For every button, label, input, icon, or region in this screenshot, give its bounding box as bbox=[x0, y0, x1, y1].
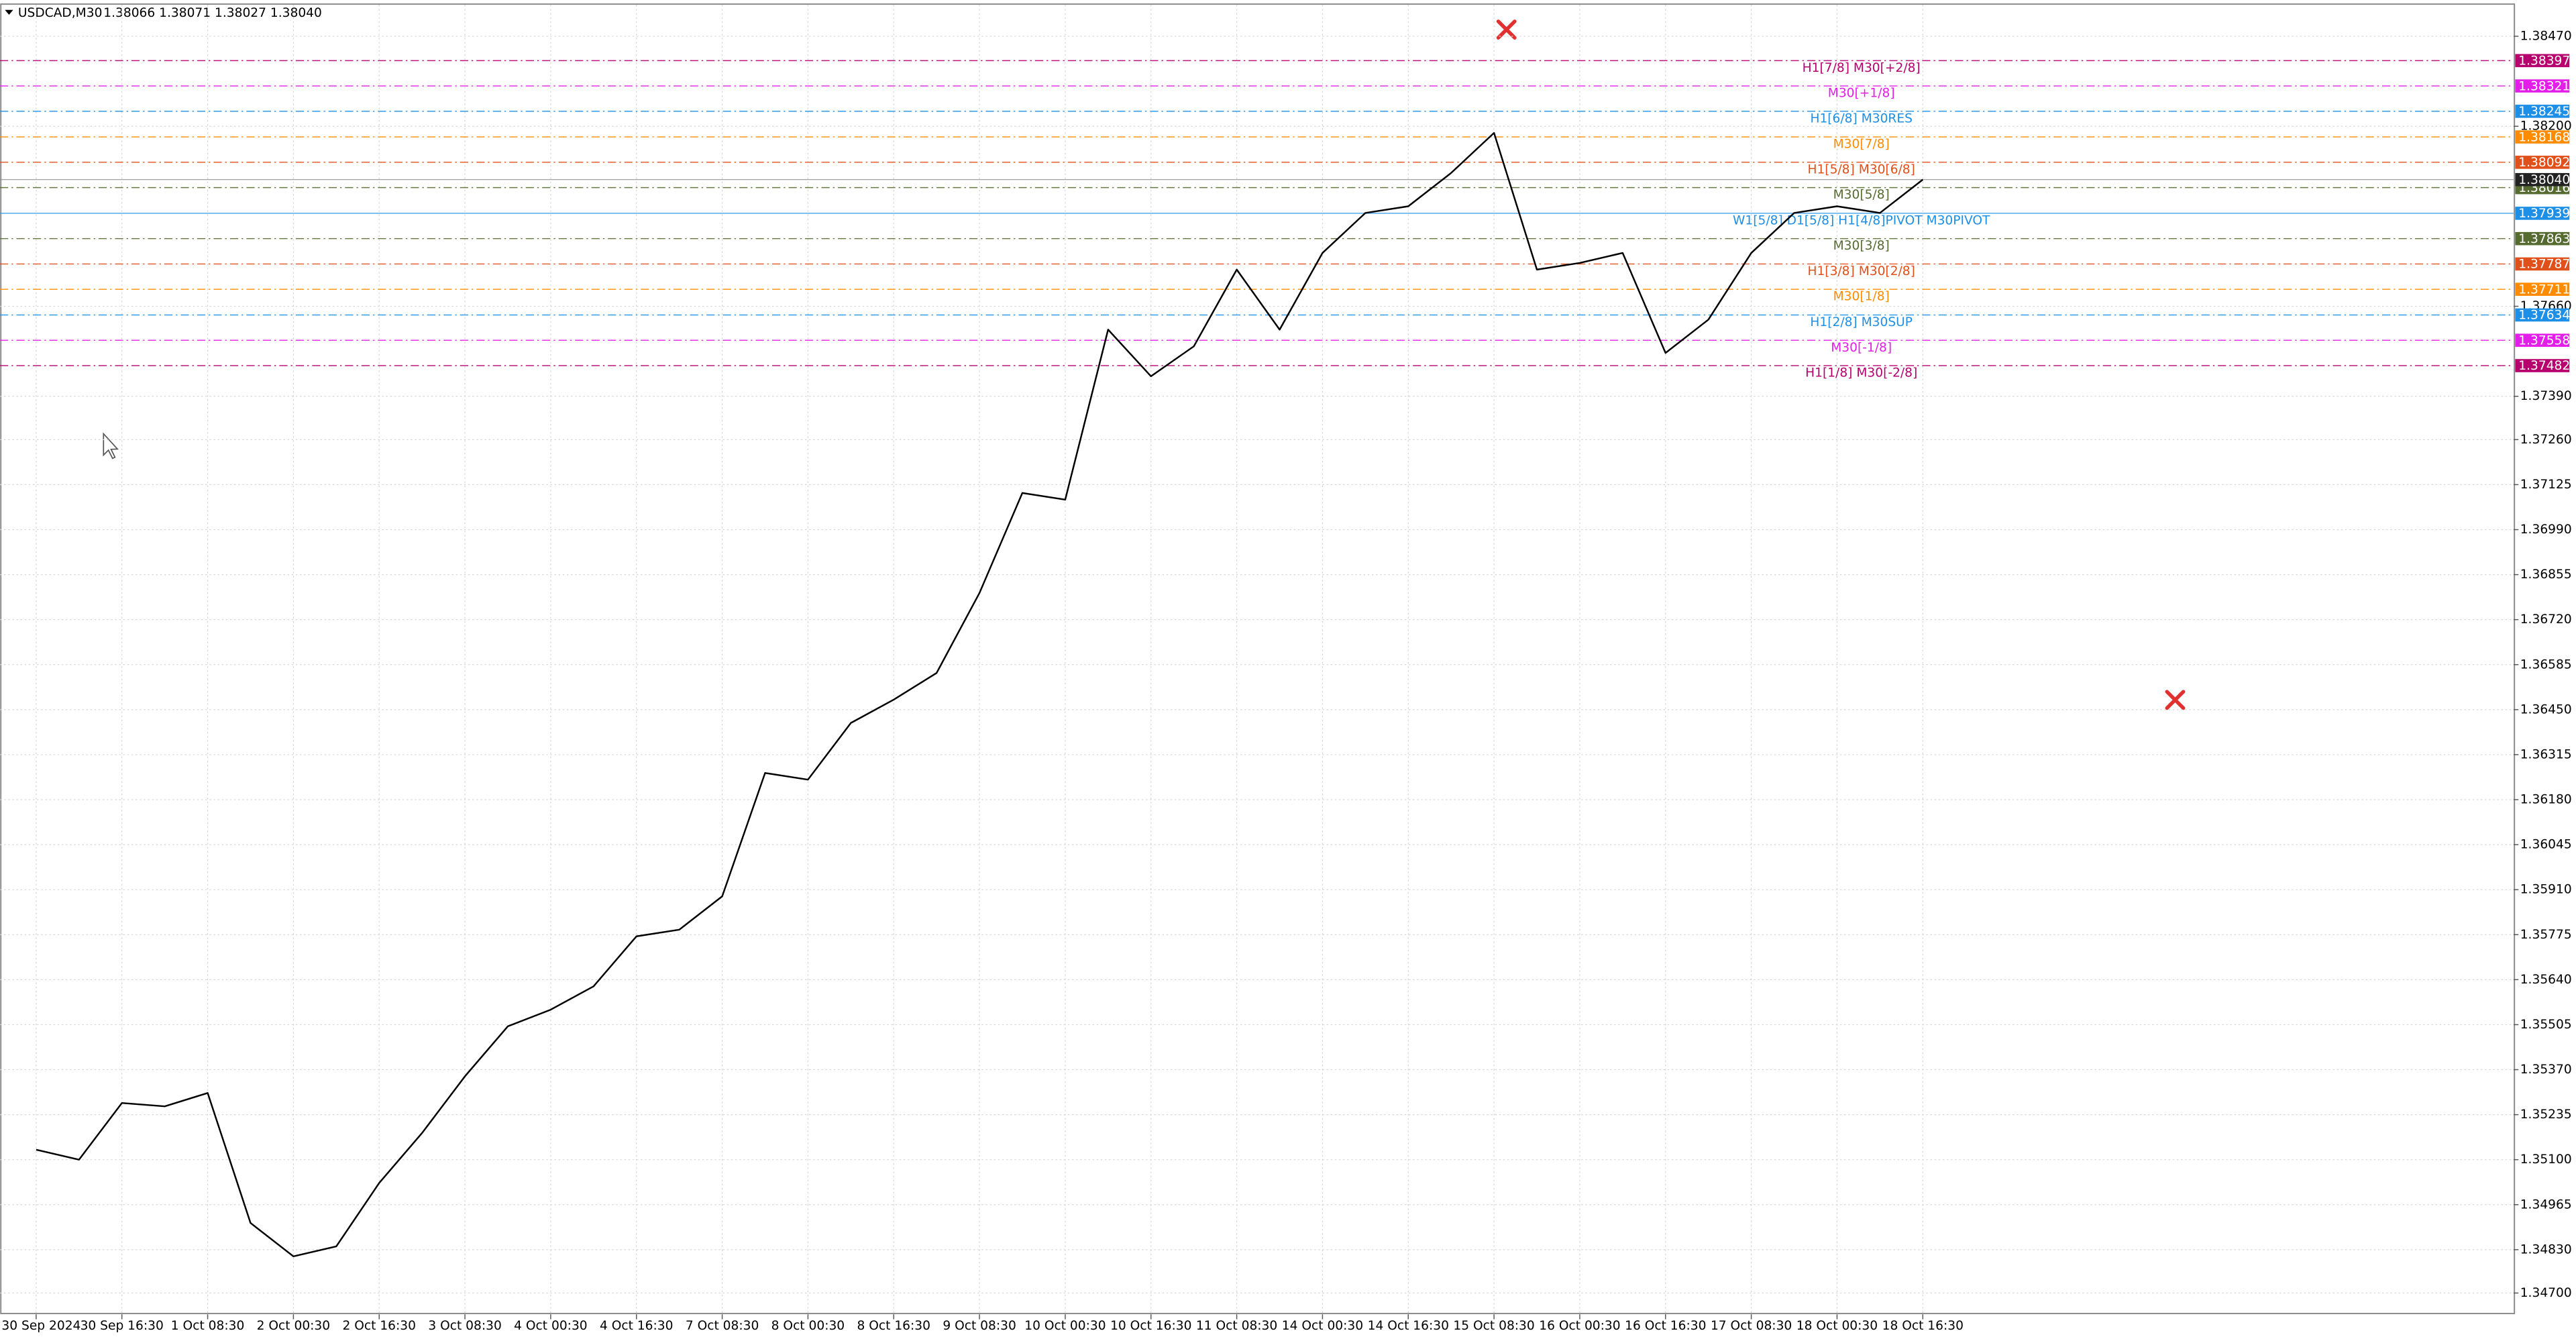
x-tick-label: 2 Oct 16:30 bbox=[342, 1319, 415, 1333]
y-tick-label: 1.35775 bbox=[2520, 928, 2572, 942]
x-tick-label: 16 Oct 00:30 bbox=[1539, 1319, 1620, 1333]
price-line bbox=[36, 131, 1924, 1258]
y-tick-label: 1.36585 bbox=[2520, 657, 2572, 672]
ohlc-text: 1.38066 1.38071 1.38027 1.38040 bbox=[103, 6, 322, 20]
level-label: H1[7/8] M30[+2/8] bbox=[1803, 61, 1921, 75]
y-tick-label: 1.36720 bbox=[2520, 612, 2572, 627]
y-tick-label: 1.36450 bbox=[2520, 702, 2572, 716]
x-tick-label: 4 Oct 00:30 bbox=[514, 1319, 587, 1333]
y-tick-label: 1.34965 bbox=[2520, 1197, 2572, 1212]
price-tag bbox=[2515, 207, 2570, 220]
y-tick-label: 1.37260 bbox=[2520, 433, 2572, 447]
y-tick-label: 1.35235 bbox=[2520, 1108, 2572, 1122]
price-tag-label: 1.38168 bbox=[2518, 130, 2570, 144]
price-tag-label: 1.38321 bbox=[2518, 79, 2570, 93]
x-tick-label: 8 Oct 16:30 bbox=[857, 1319, 930, 1333]
price-tag-label: 1.37711 bbox=[2518, 282, 2570, 297]
x-tick-label: 17 Oct 08:30 bbox=[1711, 1319, 1792, 1333]
level-label: M30[-1/8] bbox=[1831, 341, 1892, 355]
bid-tag-label: 1.38040 bbox=[2518, 173, 2570, 187]
level-label: H1[6/8] M30RES bbox=[1810, 111, 1912, 125]
level-label: H1[5/8] M30[6/8] bbox=[1807, 162, 1915, 176]
bid-tag bbox=[2515, 172, 2570, 186]
price-tag bbox=[2515, 282, 2570, 297]
close-marker[interactable] bbox=[2165, 690, 2186, 710]
y-tick-label: 1.36315 bbox=[2520, 747, 2572, 761]
level-label: H1[1/8] M30[-2/8] bbox=[1805, 366, 1917, 380]
level-label: M30[3/8] bbox=[1833, 239, 1890, 253]
x-tick-label: 15 Oct 08:30 bbox=[1453, 1319, 1534, 1333]
x-tick-label: 30 Sep 2024 bbox=[1, 1319, 80, 1333]
level-label: H1[2/8] M30SUP bbox=[1810, 315, 1913, 329]
x-tick-label: 9 Oct 08:30 bbox=[943, 1319, 1016, 1333]
price-tag bbox=[2515, 105, 2570, 118]
x-tick-label: 18 Oct 00:30 bbox=[1796, 1319, 1878, 1333]
price-tag bbox=[2515, 156, 2570, 169]
x-tick-label: 14 Oct 00:30 bbox=[1282, 1319, 1363, 1333]
x-tick-label: 30 Sep 16:30 bbox=[80, 1319, 164, 1333]
close-marker[interactable] bbox=[1496, 19, 1517, 40]
plot-frame bbox=[0, 3, 2516, 1315]
price-tag-label: 1.38245 bbox=[2518, 105, 2570, 119]
y-tick-label: 1.38470 bbox=[2520, 30, 2572, 44]
price-tag bbox=[2515, 130, 2570, 144]
x-tick-label: 3 Oct 08:30 bbox=[428, 1319, 501, 1333]
price-tag-label: 1.37482 bbox=[2518, 359, 2570, 373]
x-tick-label: 8 Oct 00:30 bbox=[771, 1319, 845, 1333]
price-tag bbox=[2515, 257, 2570, 271]
x-tick-label: 16 Oct 16:30 bbox=[1625, 1319, 1706, 1333]
level-label: W1[5/8] D1[5/8] H1[4/8]PIVOT M30PIVOT bbox=[1733, 213, 1990, 227]
price-tag bbox=[2515, 79, 2570, 93]
y-tick-label: 1.34700 bbox=[2520, 1286, 2572, 1300]
price-tag-label: 1.38092 bbox=[2518, 156, 2570, 170]
y-tick-label: 1.35910 bbox=[2520, 883, 2572, 897]
price-tag-label: 1.37558 bbox=[2518, 333, 2570, 347]
y-tick-label: 1.37125 bbox=[2520, 478, 2572, 492]
y-tick-label: 1.38200 bbox=[2520, 119, 2572, 133]
price-tag-label: 1.37787 bbox=[2518, 258, 2570, 272]
y-tick-label: 1.36855 bbox=[2520, 568, 2572, 582]
y-tick-label: 1.34830 bbox=[2520, 1242, 2572, 1256]
level-label: M30[+1/8] bbox=[1828, 87, 1895, 101]
price-tag bbox=[2515, 359, 2570, 372]
y-tick-label: 1.35640 bbox=[2520, 973, 2572, 987]
x-tick-label: 7 Oct 08:30 bbox=[686, 1319, 759, 1333]
menu-arrow[interactable] bbox=[5, 9, 13, 15]
y-tick-label: 1.36180 bbox=[2520, 793, 2572, 807]
x-tick-label: 18 Oct 16:30 bbox=[1882, 1319, 1964, 1333]
price-tag bbox=[2515, 333, 2570, 347]
price-tag bbox=[2515, 54, 2570, 68]
level-label: H1[3/8] M30[2/8] bbox=[1807, 264, 1915, 278]
price-tag-label: 1.37863 bbox=[2518, 232, 2570, 246]
level-label: M30[7/8] bbox=[1833, 138, 1890, 152]
level-label: M30[1/8] bbox=[1833, 290, 1890, 304]
x-tick-label: 4 Oct 16:30 bbox=[600, 1319, 673, 1333]
y-tick-label: 1.35505 bbox=[2520, 1018, 2572, 1032]
price-tag-label: 1.37634 bbox=[2518, 309, 2570, 323]
x-tick-label: 2 Oct 00:30 bbox=[257, 1319, 330, 1333]
y-tick-label: 1.36990 bbox=[2520, 523, 2572, 537]
y-tick-label: 1.37390 bbox=[2520, 389, 2572, 403]
price-tag bbox=[2515, 308, 2570, 322]
x-tick-label: 1 Oct 08:30 bbox=[171, 1319, 244, 1333]
y-tick-label: 1.35370 bbox=[2520, 1063, 2572, 1077]
price-tag bbox=[2515, 231, 2570, 246]
x-tick-label: 14 Oct 16:30 bbox=[1368, 1319, 1449, 1333]
x-tick-label: 11 Oct 08:30 bbox=[1196, 1319, 1277, 1333]
level-label: M30[5/8] bbox=[1833, 188, 1890, 202]
price-tag-label: 1.38397 bbox=[2518, 54, 2570, 68]
symbol-title: USDCAD,M30 bbox=[18, 6, 102, 20]
price-tag-label: 1.37939 bbox=[2518, 207, 2570, 221]
y-tick-label: 1.35100 bbox=[2520, 1153, 2572, 1167]
x-tick-label: 10 Oct 16:30 bbox=[1110, 1319, 1191, 1333]
y-tick-label: 1.36045 bbox=[2520, 838, 2572, 852]
x-tick-label: 10 Oct 00:30 bbox=[1024, 1319, 1106, 1333]
